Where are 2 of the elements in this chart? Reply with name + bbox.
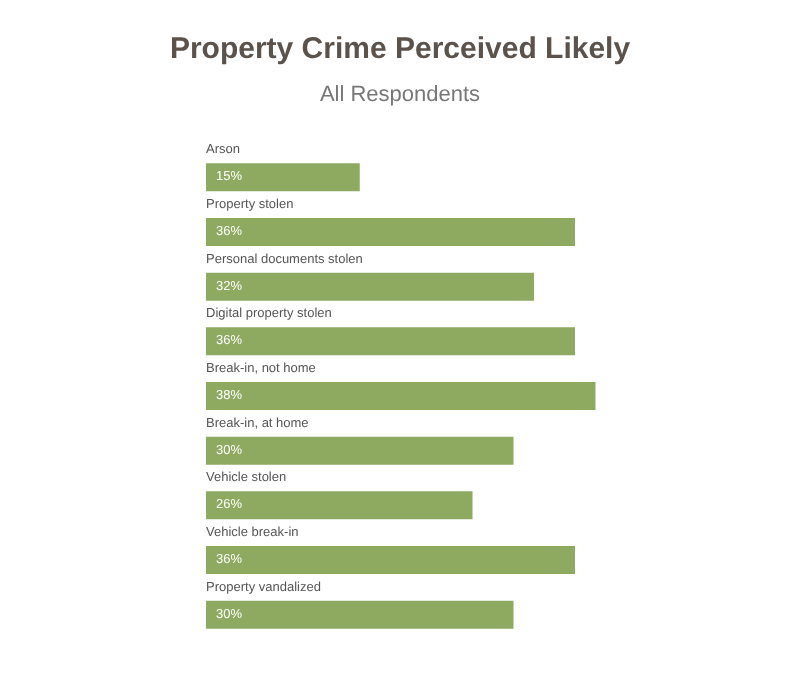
chart-subtitle: All Respondents bbox=[319, 83, 482, 107]
chart-title: Property Crime Perceived Likely bbox=[169, 32, 632, 66]
